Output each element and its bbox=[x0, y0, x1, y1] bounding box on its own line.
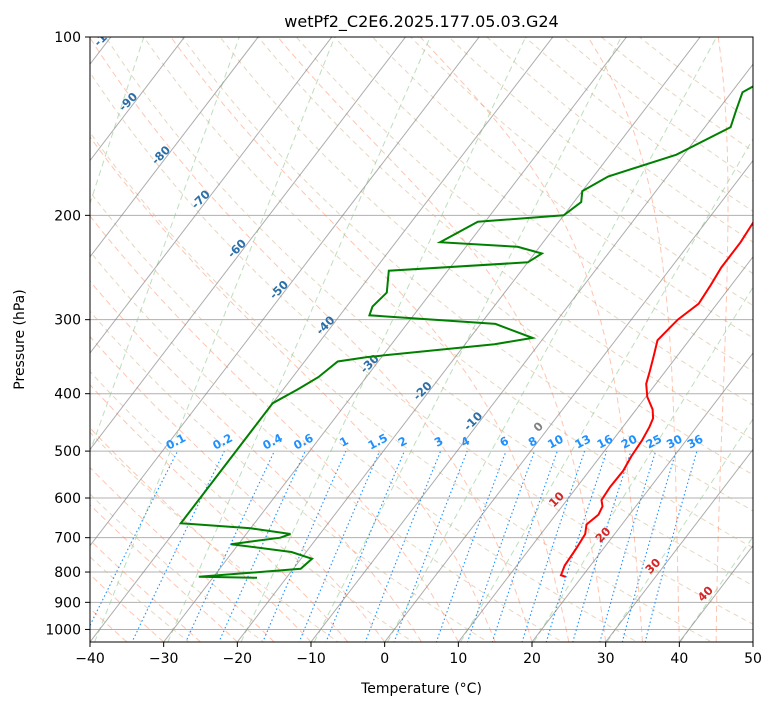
wetbulb-isoline bbox=[606, 418, 753, 642]
x-tick-label: −30 bbox=[149, 651, 179, 667]
mixing-ratio-line bbox=[262, 450, 347, 642]
moist-adiabat bbox=[419, 37, 643, 642]
dry-adiabat bbox=[295, 37, 753, 406]
isotherm-line bbox=[163, 37, 628, 642]
temperature-line bbox=[559, 220, 753, 578]
y-axis-label: Pressure (hPa) bbox=[12, 289, 28, 389]
moist-adiabat bbox=[90, 384, 349, 642]
moist-adiabat bbox=[90, 539, 201, 642]
mixing-ratio-label: 20 bbox=[619, 432, 640, 452]
isotherm-line bbox=[90, 37, 259, 258]
moist-adiabat bbox=[90, 427, 312, 642]
dry-adiabat bbox=[90, 191, 639, 642]
y-tick-label: 400 bbox=[54, 387, 81, 403]
isotherm-line bbox=[605, 448, 753, 642]
wetbulb-isoline bbox=[313, 37, 622, 642]
y-axis-ticks: 1000 900 800 700 600 500 400 300 200 100 bbox=[45, 30, 90, 638]
chart-title: wetPf2_C2E6.2025.177.05.03.G24 bbox=[284, 12, 558, 32]
mixing-ratio-label: 13 bbox=[572, 432, 593, 452]
wetbulb-isoline bbox=[94, 37, 336, 642]
isotherm-line bbox=[310, 63, 753, 642]
mixing-ratio-label: 36 bbox=[685, 432, 706, 452]
wetbulb-isoline bbox=[90, 37, 240, 454]
isotherm-line bbox=[384, 159, 753, 642]
plot-area: 0.10.20.40.611.52346810131620253036-100-… bbox=[90, 37, 753, 642]
mixing-ratio-line bbox=[466, 450, 536, 642]
y-tick-label: 300 bbox=[54, 313, 81, 329]
x-tick-label: −20 bbox=[223, 651, 253, 667]
moist-adiabat bbox=[90, 215, 459, 642]
moist-adiabats bbox=[90, 37, 753, 642]
moist-adiabat bbox=[90, 335, 386, 642]
isotherm-line bbox=[236, 37, 701, 642]
y-tick-label: 800 bbox=[54, 565, 81, 581]
x-tick-label: −10 bbox=[296, 651, 326, 667]
dewpoint-line bbox=[178, 85, 753, 579]
y-tick-label: 900 bbox=[54, 595, 81, 611]
dry-adiabat bbox=[90, 131, 713, 642]
dry-adiabat bbox=[371, 37, 753, 339]
isotherm-line bbox=[90, 37, 480, 547]
mixing-ratio-label: 30 bbox=[664, 432, 685, 452]
dry-adiabat bbox=[90, 310, 489, 642]
y-tick-label: 100 bbox=[54, 30, 81, 46]
dry-adiabat bbox=[90, 493, 265, 642]
mixing-ratio-line bbox=[599, 450, 657, 642]
dry-adiabat bbox=[90, 556, 190, 642]
wetbulb-isoline bbox=[240, 37, 527, 642]
x-tick-label: 0 bbox=[380, 651, 389, 667]
wetbulb-isoline bbox=[167, 37, 431, 642]
mixing-ratio-line bbox=[298, 450, 381, 642]
x-axis-ticks: −40 −30 −20 −10 0 10 20 30 40 50 bbox=[75, 642, 762, 667]
mixing-ratio-label: 10 bbox=[545, 432, 566, 452]
moist-adiabat bbox=[90, 466, 275, 642]
isotherm-line bbox=[90, 37, 333, 354]
x-axis-label: Temperature (°C) bbox=[360, 681, 482, 697]
moist-adiabat bbox=[90, 573, 165, 642]
x-tick-label: 10 bbox=[449, 651, 467, 667]
dry-adiabat bbox=[90, 71, 753, 625]
mixing-ratio-line bbox=[491, 450, 558, 642]
plot-frame bbox=[89, 36, 754, 643]
moist-adiabat bbox=[715, 37, 729, 642]
moist-adiabat bbox=[90, 280, 422, 642]
moist-adiabat bbox=[90, 504, 238, 642]
wetbulb-isolines bbox=[90, 37, 753, 642]
isotherm-line bbox=[531, 352, 753, 642]
dry-adiabat bbox=[90, 250, 564, 642]
x-tick-label: 30 bbox=[597, 651, 615, 667]
mixing-ratio-line bbox=[572, 450, 632, 642]
moist-adiabat bbox=[277, 37, 607, 642]
isotherm-line bbox=[90, 37, 186, 162]
moist-adiabat bbox=[90, 37, 533, 642]
y-tick-label: 700 bbox=[54, 531, 81, 547]
dry-adiabat bbox=[219, 37, 753, 476]
dry-adiabat bbox=[105, 37, 753, 587]
mixing-ratio-label: 16 bbox=[595, 432, 616, 452]
wetbulb-isoline bbox=[386, 37, 718, 642]
isotherm-line bbox=[90, 37, 407, 451]
y-tick-label: 1000 bbox=[45, 622, 81, 638]
dry-adiabat bbox=[90, 370, 414, 642]
y-tick-label: 500 bbox=[54, 444, 81, 460]
y-tick-label: 200 bbox=[54, 208, 81, 224]
isotherm-lines bbox=[90, 37, 753, 642]
y-tick-label: 600 bbox=[54, 491, 81, 507]
isotherm-line bbox=[90, 37, 554, 642]
isotherm-line bbox=[678, 544, 753, 642]
x-tick-label: 50 bbox=[744, 651, 762, 667]
wetbulb-isoline bbox=[679, 535, 753, 642]
x-tick-label: −40 bbox=[75, 651, 105, 667]
mixing-ratio-line bbox=[325, 450, 405, 642]
wetbulb-isoline bbox=[533, 286, 753, 642]
x-tick-label: 20 bbox=[523, 651, 541, 667]
x-tick-label: 40 bbox=[670, 651, 688, 667]
mixing-ratio-line bbox=[621, 450, 677, 642]
mixing-ratio-line bbox=[644, 450, 698, 642]
isotherm-line bbox=[457, 255, 753, 642]
mixing-ratio-label: 25 bbox=[643, 432, 664, 452]
